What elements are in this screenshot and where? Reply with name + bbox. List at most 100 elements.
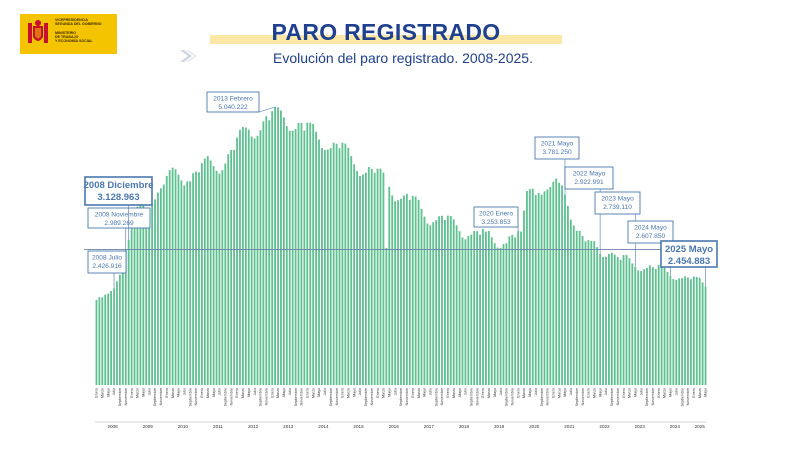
callout-box	[473, 206, 519, 228]
month-tick-label: Julio	[428, 388, 432, 395]
bar	[118, 274, 121, 385]
month-tick-label: Enero	[165, 388, 169, 398]
bar	[616, 256, 619, 385]
month-tick-label: Septiembre	[434, 388, 438, 406]
bar	[186, 181, 189, 385]
bar	[622, 255, 625, 385]
bar	[564, 194, 566, 385]
month-tick-label: Noviembre	[194, 388, 198, 405]
bar	[408, 199, 411, 385]
month-tick-label: Septiembre	[329, 388, 333, 406]
bar	[145, 209, 148, 385]
bar	[476, 231, 479, 385]
month-tick-label: Enero	[692, 388, 696, 398]
bar	[637, 270, 640, 385]
bar	[315, 131, 317, 385]
bar	[230, 150, 233, 385]
page-title: PARO REGISTRADO	[271, 19, 501, 45]
month-tick-label: Enero	[270, 388, 274, 398]
month-tick-label: Marzo	[346, 388, 350, 398]
month-tick-label: Septiembre	[575, 388, 579, 406]
bar	[198, 172, 200, 385]
bar	[458, 231, 461, 385]
bar	[464, 239, 467, 385]
bar	[485, 231, 487, 385]
bar	[514, 237, 517, 385]
bar	[382, 172, 385, 385]
bar	[561, 185, 563, 385]
callout-value: 2.922.991	[574, 179, 604, 186]
bar	[370, 168, 373, 385]
bar	[698, 277, 701, 385]
bar	[444, 220, 446, 385]
bar	[417, 199, 420, 385]
month-tick-label: Noviembre	[616, 388, 620, 405]
bar	[353, 164, 356, 385]
bar	[467, 236, 470, 385]
bar	[151, 205, 154, 385]
callout-box	[660, 240, 718, 268]
month-tick-label: Enero	[481, 388, 485, 398]
month-tick-label: Noviembre	[546, 388, 550, 405]
month-tick-label: Enero	[551, 388, 555, 398]
year-tick-label: 2021	[564, 424, 575, 429]
bar	[648, 265, 651, 385]
bar	[300, 123, 303, 385]
bar	[224, 163, 227, 385]
logo-line: MINISTERIO	[55, 30, 76, 35]
bar	[540, 194, 543, 385]
bar	[127, 239, 130, 385]
month-tick-label: Noviembre	[159, 388, 163, 405]
bar	[326, 149, 329, 385]
bar	[552, 181, 555, 385]
bar	[397, 200, 399, 385]
bar	[596, 247, 599, 385]
bar	[657, 264, 660, 385]
page-subtitle: Evolución del paro registrado. 2008-2025…	[273, 50, 533, 66]
bar	[253, 138, 256, 385]
bar	[121, 261, 124, 385]
bar	[593, 241, 596, 385]
month-tick-label: Septiembre	[188, 388, 192, 406]
bar	[277, 107, 279, 385]
bar	[241, 127, 244, 385]
bar	[426, 223, 429, 385]
year-tick-label: 2013	[283, 424, 294, 429]
month-tick-label: Mayo	[633, 388, 637, 397]
bar	[619, 259, 622, 385]
bar	[672, 279, 675, 385]
bar	[634, 266, 637, 385]
bar	[549, 187, 552, 385]
bar	[174, 169, 177, 385]
month-tick-label: Enero	[622, 388, 626, 398]
bar	[432, 222, 435, 385]
bar	[124, 249, 127, 385]
month-tick-label: Enero	[587, 388, 591, 398]
month-tick-label: Septiembre	[259, 388, 263, 406]
month-tick-label: Mayo	[177, 388, 181, 397]
bar	[195, 171, 197, 385]
bar	[98, 297, 101, 385]
callout-value: 2.607.850	[636, 233, 666, 240]
year-tick-label: 2012	[248, 424, 259, 429]
bar	[523, 210, 525, 385]
month-tick-label: Enero	[306, 388, 310, 398]
callout-value: 5.040.222	[218, 104, 248, 111]
callout-label: 2008 Julio	[92, 255, 122, 262]
month-tick-label: Mayo	[317, 388, 321, 397]
bar	[546, 189, 549, 385]
bar	[391, 195, 394, 385]
year-tick-label: 2011	[213, 424, 223, 429]
month-tick-label: Noviembre	[405, 388, 409, 405]
bar	[446, 215, 449, 385]
month-tick-label: Mayo	[387, 388, 391, 397]
bar	[575, 230, 578, 385]
month-tick-label: Julio	[604, 388, 608, 395]
month-tick-label: Julio	[674, 388, 678, 395]
bar	[356, 170, 358, 385]
bar	[247, 129, 250, 385]
month-tick-label: Enero	[95, 388, 99, 398]
bar	[189, 181, 192, 385]
month-tick-label: Mayo	[669, 388, 673, 397]
government-logo: VICEPRESIDENCIA SEGUNDA DEL GOBIERNO MIN…	[20, 14, 117, 54]
